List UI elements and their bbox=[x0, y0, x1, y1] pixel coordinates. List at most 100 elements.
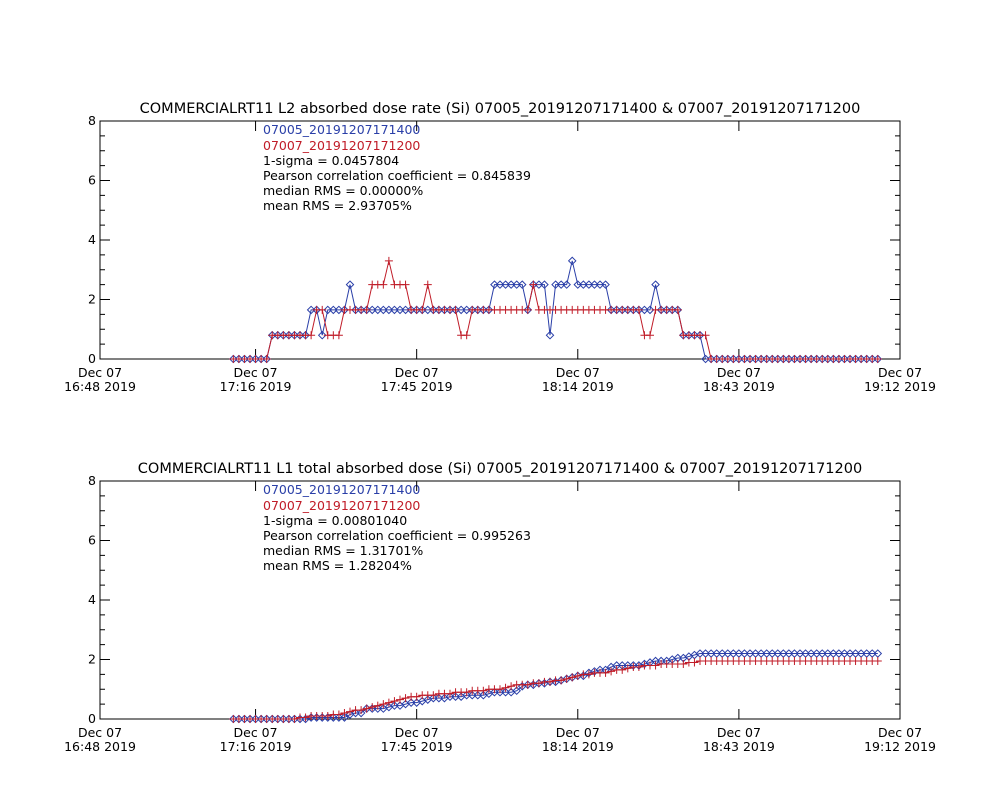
chart-top-y-tick-label: 4 bbox=[88, 232, 96, 247]
chart-top-series-1-point bbox=[595, 280, 605, 289]
chart-bottom-series-2-point bbox=[679, 659, 688, 668]
chart-bottom-series-1-point bbox=[434, 693, 444, 703]
chart-top-x-tick-label: Dec 07 17:45 2019 bbox=[381, 365, 453, 394]
chart-bottom-series-1-point bbox=[495, 687, 505, 697]
chart-top-series-1-point bbox=[601, 280, 610, 289]
chart-bottom-series-1-point bbox=[490, 687, 499, 697]
chart-bottom-series-1-point bbox=[340, 713, 349, 722]
chart-bottom-annotation-pearson: Pearson correlation coefficient = 0.9952… bbox=[263, 528, 531, 543]
chart-bottom-series bbox=[229, 649, 883, 724]
chart-top-series-1-point bbox=[551, 280, 560, 289]
chart-bottom-y-tick-label: 4 bbox=[88, 592, 96, 607]
chart-top-title: COMMERCIALRT11 L2 absorbed dose rate (Si… bbox=[140, 101, 861, 117]
chart-bottom-axes: 0 2 4 6 8 Dec 07 16:48 2019 Dec 07 17:16 2019 Dec… bbox=[64, 473, 936, 754]
chart-bottom-x-tick-label: Dec 07 17:16 2019 bbox=[220, 725, 292, 754]
chart-top-x-tick-label: Dec 07 18:43 2019 bbox=[703, 365, 775, 394]
chart-top-series-2-point bbox=[401, 280, 410, 289]
chart-bottom-series-2-point bbox=[496, 685, 504, 694]
chart-top-series-1-point bbox=[423, 305, 433, 315]
chart-bottom-series-1-point bbox=[473, 690, 483, 700]
chart-bottom-series-1-point bbox=[467, 690, 477, 700]
chart-top-series-1-point bbox=[645, 305, 655, 315]
chart-bottom-series-2-point bbox=[584, 670, 593, 679]
chart-bottom-annotation-sigma: 1-sigma = 0.00801040 bbox=[263, 513, 407, 528]
chart-bottom-series-1-point bbox=[462, 690, 471, 700]
chart-bottom-x-tick-label: Dec 07 16:48 2019 bbox=[64, 725, 136, 754]
chart-bottom-x-tick-label: Dec 07 18:43 2019 bbox=[703, 725, 775, 754]
chart-bottom-series-1-point bbox=[451, 692, 460, 701]
chart-top-series-2-point bbox=[418, 305, 427, 314]
chart-top-series-2-point bbox=[646, 331, 654, 340]
chart-top-x-tick-label: Dec 07 16:48 2019 bbox=[64, 365, 136, 394]
chart-bottom-series-2-point bbox=[690, 658, 699, 667]
chart-top-series-1-point bbox=[556, 280, 566, 289]
chart-top-series-1-point bbox=[490, 280, 499, 289]
chart-top-series-1-point bbox=[512, 280, 521, 289]
chart-top-annotation-mean-rms: mean RMS = 2.93705% bbox=[263, 198, 412, 213]
chart-top-series-1-point bbox=[367, 305, 377, 315]
chart-bottom-series-2-point bbox=[429, 691, 438, 700]
chart-bottom-legend-series-2: 07007_20191207171200 bbox=[263, 498, 420, 513]
chart-top-series-2-point bbox=[423, 280, 432, 289]
chart-bottom-series-1-point bbox=[356, 708, 366, 718]
chart-top-annotation-pearson: Pearson correlation coefficient = 0.8458… bbox=[263, 168, 531, 183]
chart-top-y-tick-label: 8 bbox=[88, 113, 96, 128]
chart-top-series-1-point bbox=[517, 280, 527, 289]
chart-bottom-legend: 07005_20191207171400 07007_2019120717120… bbox=[263, 482, 531, 573]
chart-top: COMMERCIALRT11 L2 absorbed dose rate (Si… bbox=[64, 101, 936, 394]
chart-bottom-series-2-point bbox=[873, 656, 882, 665]
chart-top-series-2-point bbox=[701, 331, 710, 340]
chart-bottom-series-2-point bbox=[384, 698, 393, 707]
chart-top-series-2-point bbox=[384, 256, 393, 265]
chart-bottom-x-tick-label: Dec 07 17:45 2019 bbox=[381, 725, 453, 754]
chart-bottom-series-1-point bbox=[334, 713, 344, 722]
chart-bottom-series-2-point bbox=[607, 667, 616, 676]
chart-bottom-series-2-point bbox=[651, 661, 660, 670]
chart-top-series-1-point bbox=[379, 305, 388, 315]
chart-bottom-series-2-point bbox=[568, 673, 577, 682]
chart-bottom-legend-series-1: 07005_20191207171400 bbox=[263, 482, 420, 497]
chart-top-series-2-point bbox=[529, 280, 538, 289]
chart-bottom-series-2-point bbox=[346, 707, 354, 716]
chart-bottom-series-2-point bbox=[368, 703, 377, 712]
chart-bottom-series-2-point bbox=[601, 668, 610, 677]
chart-bottom-series-2-point bbox=[379, 700, 388, 709]
chart-bottom-series-2-point bbox=[323, 712, 332, 721]
chart-bottom-series-2-point bbox=[557, 676, 566, 685]
chart-top-y-tick-label: 2 bbox=[88, 292, 96, 307]
chart-bottom-title: COMMERCIALRT11 L1 total absorbed dose (S… bbox=[138, 461, 862, 477]
chart-bottom-series-2-point bbox=[507, 682, 516, 691]
chart-top-series-2-point bbox=[462, 331, 471, 340]
chart-top-series-2-point bbox=[523, 305, 532, 314]
chart-bottom-series-1-point bbox=[429, 693, 438, 703]
chart-bottom-y-tick-label: 8 bbox=[88, 473, 96, 488]
chart-top-series-1-point bbox=[540, 280, 549, 289]
chart-bottom-series-2-point bbox=[401, 694, 410, 703]
chart-top-series-2-point bbox=[318, 305, 327, 314]
chart-top-series-2 bbox=[229, 256, 882, 363]
chart-bottom-series-1-point bbox=[501, 687, 510, 697]
chart-top-axes: 0 2 4 6 8 Dec 07 16:48 2019 Dec 07 17:16 2019 Dec… bbox=[64, 113, 936, 394]
chart-bottom-series-2-point bbox=[446, 689, 454, 698]
chart-bottom-series-2-point bbox=[373, 701, 382, 710]
chart-top-series bbox=[229, 256, 883, 364]
chart-top-series-2-point bbox=[262, 355, 271, 363]
chart-top-series-2-point bbox=[379, 280, 388, 289]
chart-top-series-1-point bbox=[562, 280, 571, 289]
chart-top-series-1-point bbox=[456, 305, 466, 315]
chart-top-series-1-point bbox=[579, 280, 588, 289]
chart-top-series-1-point bbox=[701, 354, 710, 364]
chart-top-series-1-point bbox=[573, 280, 583, 289]
chart-bottom-series-2-point bbox=[362, 704, 371, 713]
chart-top-series-1-point bbox=[545, 330, 555, 340]
chart-top-series-2-point bbox=[873, 355, 882, 363]
chart-bottom-series-2-point bbox=[618, 665, 627, 674]
chart-top-x-tick-label: Dec 07 18:14 2019 bbox=[542, 365, 614, 394]
chart-top-y-tick-label: 0 bbox=[88, 351, 96, 366]
chart-bottom: COMMERCIALRT11 L1 total absorbed dose (S… bbox=[64, 461, 936, 754]
chart-bottom-series-2-point bbox=[301, 713, 310, 722]
chart-top-series-1-point bbox=[384, 305, 394, 315]
chart-bottom-series-1-point bbox=[445, 692, 455, 701]
